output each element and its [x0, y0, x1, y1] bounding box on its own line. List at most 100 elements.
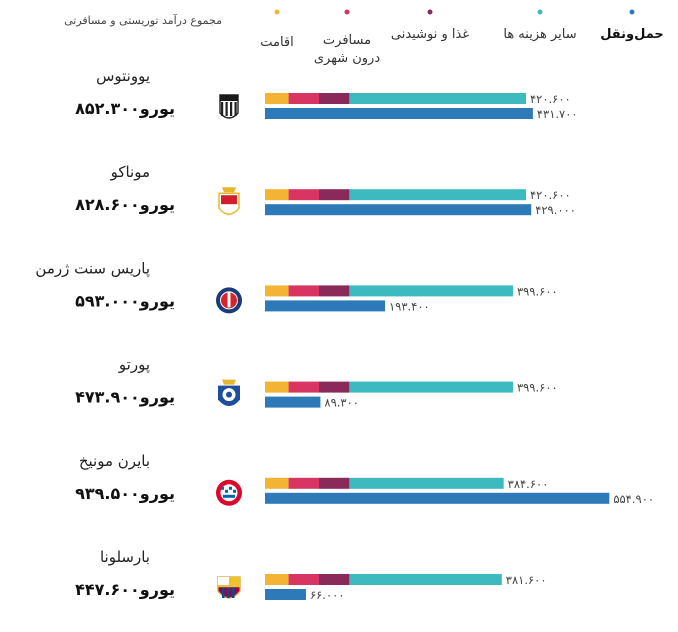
- porto-crown: [222, 379, 236, 385]
- bar-local-travel: [288, 189, 319, 201]
- club-total: یورو۹۳۹.۵۰۰: [75, 484, 175, 503]
- psg-inner-ring: [220, 291, 238, 310]
- club-total: یورو۵۹۳.۰۰۰: [75, 291, 175, 310]
- bayern-diamond: [233, 489, 236, 493]
- bar-food: [318, 285, 350, 297]
- tourism-value-label: ۳۸۴.۶۰۰: [508, 477, 549, 491]
- bar-food: [318, 189, 350, 201]
- club-total-unit: یورو: [139, 195, 175, 214]
- bar-food: [318, 93, 350, 104]
- tourism-value-label: ۳۸۱.۶۰۰: [506, 573, 547, 587]
- barca-band: [218, 585, 240, 588]
- transport-value-label: ۱۹۳.۴۰۰: [389, 299, 430, 313]
- psg-tower: [227, 291, 231, 308]
- tourism-value-label: ۳۹۹.۶۰۰: [517, 284, 558, 298]
- bar-other: [349, 93, 526, 104]
- legend-label-1: سایر هزینه ها: [503, 27, 576, 42]
- bar-local-travel: [288, 381, 319, 393]
- bar-local-travel: [288, 574, 319, 585]
- bar-food: [318, 381, 350, 393]
- bar-stay: [265, 285, 289, 297]
- club-name: پورتو: [118, 356, 150, 375]
- bayern-diamond: [229, 486, 232, 490]
- bar-stay: [265, 574, 289, 585]
- bar-other: [349, 574, 502, 585]
- tourism-value-label: ۴۲۰.۶۰۰: [530, 188, 571, 202]
- club-total: یورو۴۴۷.۶۰۰: [75, 580, 175, 599]
- bar-transport: [265, 108, 533, 119]
- club-row: بارسلونا یورو۴۴۷.۶۰۰ ۳۸۱.۶۰۰ ۶۶.۰۰۰: [75, 548, 546, 602]
- transport-value-label: ۸۹.۳۰۰: [324, 396, 359, 410]
- bar-transport: [265, 492, 610, 504]
- bar-transport: [265, 300, 386, 312]
- barca-blue-stripe: [222, 586, 225, 598]
- juventus-stripe: [234, 102, 237, 116]
- club-total-value: ۹۳۹.۵۰۰: [75, 484, 140, 503]
- porto-logo: [218, 379, 240, 407]
- chart-subtitle: مجموع درآمد توریستی و مسافرتی: [64, 13, 222, 27]
- club-name: یوونتوس: [96, 67, 150, 85]
- club-total-value: ۸۵۲.۳۰۰: [75, 99, 140, 118]
- juventus-stripe: [230, 102, 233, 116]
- barcelona-logo: [217, 576, 241, 599]
- club-total: یورو۸۲۸.۶۰۰: [75, 195, 175, 214]
- club-total-value: ۴۷۳.۹۰۰: [75, 388, 140, 407]
- bar-other: [349, 189, 526, 201]
- club-name: پاریس سنت ژرمن: [35, 259, 150, 278]
- bar-food: [318, 477, 350, 489]
- club-total-value: ۴۴۷.۶۰۰: [75, 580, 140, 599]
- barca-blue-stripe: [232, 586, 235, 598]
- juventus-logo: [219, 94, 239, 119]
- club-name: بایرن مونیخ: [79, 452, 150, 470]
- psg-logo: [216, 287, 242, 314]
- porto-dot: [226, 391, 232, 398]
- club-total-value: ۸۲۸.۶۰۰: [75, 195, 140, 214]
- tourism-value-label: ۳۹۹.۶۰۰: [517, 381, 558, 395]
- bar-local-travel: [288, 477, 319, 489]
- tourism-value-label: ۴۲۰.۶۰۰: [530, 92, 571, 106]
- legend-marker-0: [629, 9, 635, 15]
- club-total: یورو۴۷۳.۹۰۰: [75, 388, 175, 407]
- bar-transport: [265, 396, 321, 408]
- club-total: یورو۸۵۲.۳۰۰: [75, 99, 175, 118]
- juventus-stripe: [221, 102, 224, 116]
- club-name: بارسلونا: [100, 548, 150, 566]
- club-total-unit: یورو: [139, 388, 175, 407]
- monaco-crown: [222, 187, 236, 193]
- bar-other: [349, 381, 513, 393]
- bar-stay: [265, 381, 289, 393]
- club-row: پورتو یورو۴۷۳.۹۰۰ ۳۹۹.۶۰۰ ۸۹.۳۰۰: [75, 356, 558, 410]
- monaco-red: [221, 195, 237, 205]
- bayern-diamond: [221, 486, 224, 490]
- bar-transport: [265, 204, 532, 216]
- bar-other: [349, 285, 513, 297]
- bar-stay: [265, 93, 289, 104]
- legend-marker-4: [274, 9, 280, 15]
- monaco-logo: [218, 187, 240, 215]
- club-total-unit: یورو: [139, 99, 175, 118]
- bar-local-travel: [288, 285, 319, 297]
- legend-label-0: حمل‌ونقل: [600, 27, 664, 42]
- bar-food: [318, 574, 350, 585]
- club-total-unit: یورو: [139, 580, 175, 599]
- barca-cross: [218, 577, 229, 585]
- bayern-diamond: [225, 489, 228, 493]
- juventus-stripe: [225, 102, 228, 116]
- club-total-unit: یورو: [139, 484, 175, 503]
- transport-value-label: ۴۲۹.۰۰۰: [535, 203, 576, 217]
- club-name: موناکو: [110, 163, 150, 181]
- club-row: پاریس سنت ژرمن یورو۵۹۳.۰۰۰ ۳۹۹.۶۰۰ ۱۹۳.۴۰۰: [35, 259, 558, 314]
- transport-value-label: ۶۶.۰۰۰: [310, 588, 345, 602]
- bar-transport: [265, 589, 306, 600]
- transport-value-label: ۵۵۴.۹۰۰: [613, 492, 654, 506]
- barca-stripes: [229, 577, 240, 585]
- legend-marker-2: [427, 9, 433, 15]
- legend-marker-1: [537, 9, 543, 15]
- bayern-diamond: [223, 494, 235, 498]
- club-total-unit: یورو: [139, 291, 175, 310]
- bar-other: [349, 477, 504, 489]
